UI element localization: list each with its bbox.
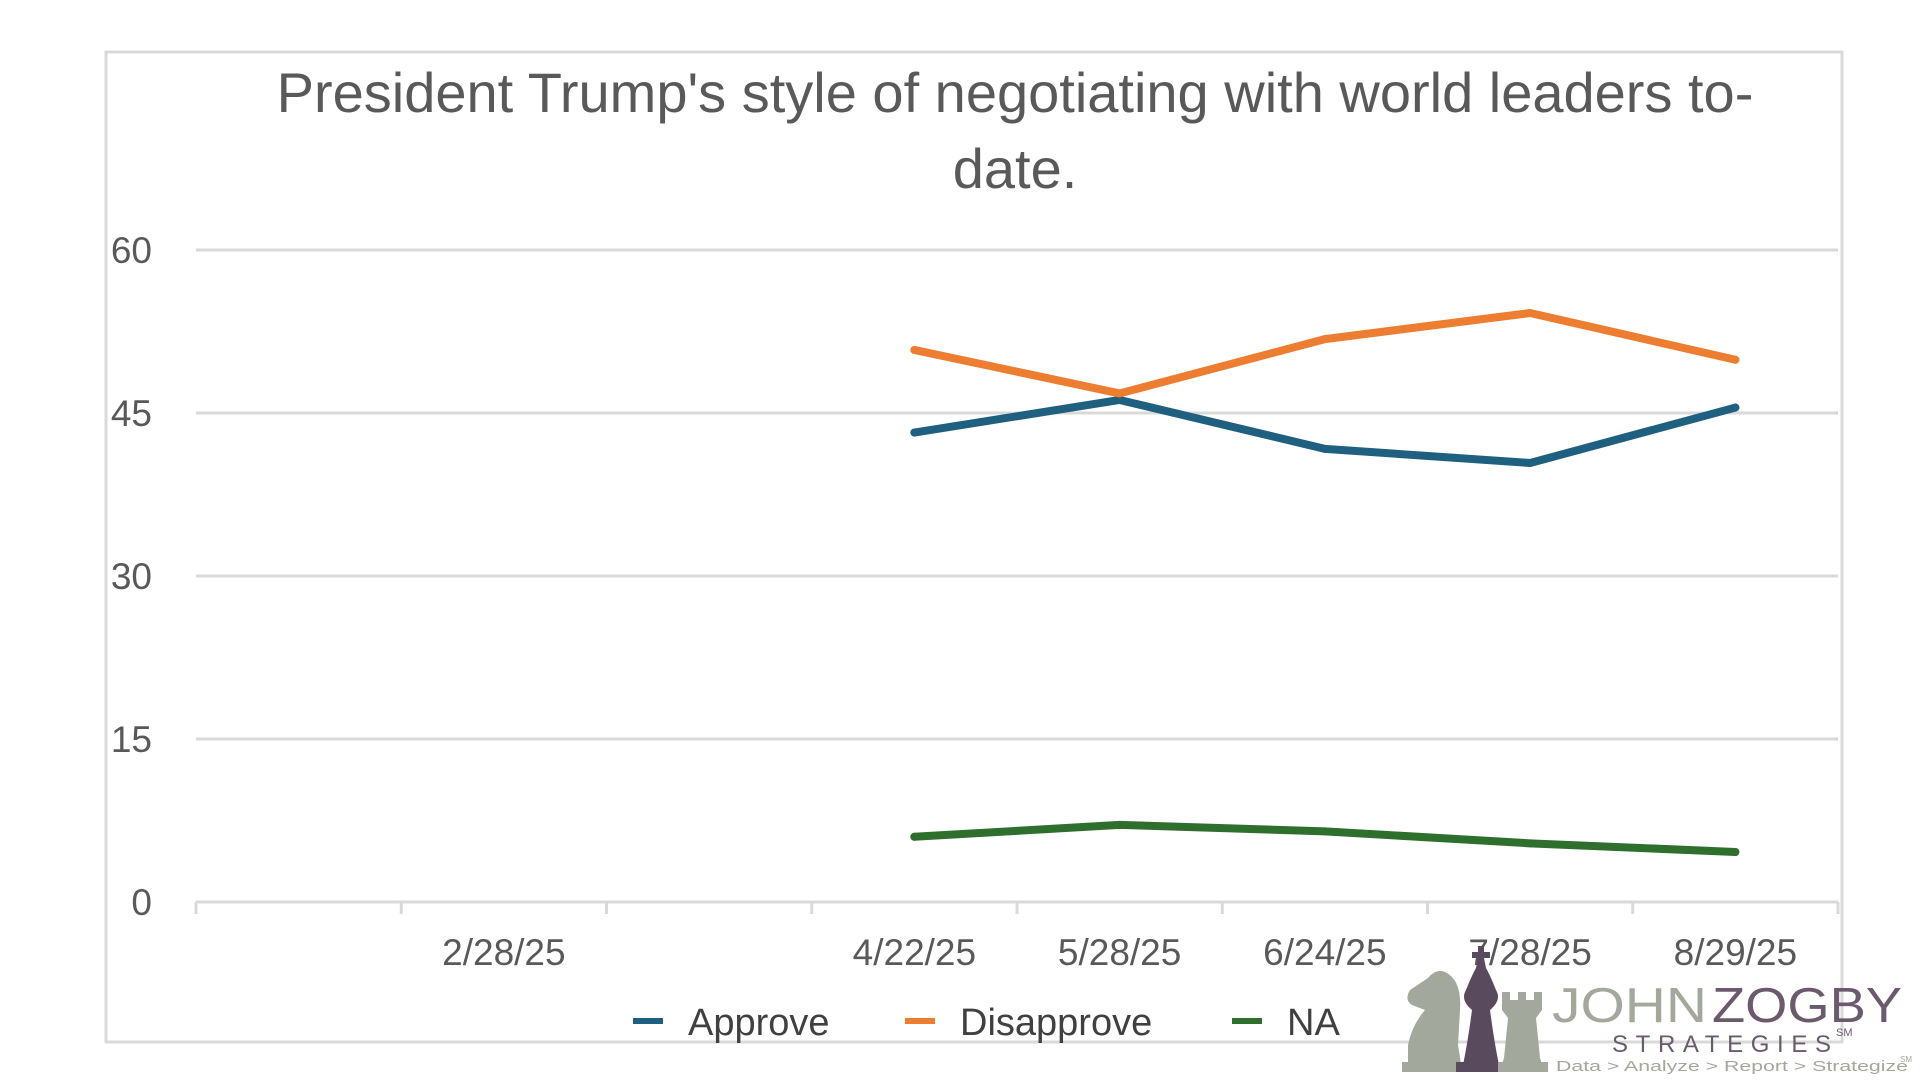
data-point-approve [1526,458,1535,467]
data-point-disapprove [910,345,919,354]
data-point-na [1115,820,1124,829]
john-zogby-strategies-logo: JOHN ZOGBY SM STRATEGIES Data > Analyze … [1402,946,1912,1075]
data-point-approve [1320,444,1329,453]
logo-subtitle: STRATEGIES [1612,1031,1837,1058]
y-tick-label: 0 [131,882,152,923]
data-point-approve [1115,395,1124,404]
data-point-approve [1731,403,1740,412]
data-point-disapprove [1526,309,1535,318]
x-axis: 2/28/25 4/22/25 5/28/25 6/24/25 7/28/25 8/29/… [194,900,1840,973]
y-tick-label: 15 [111,719,152,760]
data-point-na [910,832,919,841]
data-point-na [1320,827,1329,836]
logo-sm-mark: SM [1836,1027,1853,1039]
chart-title-line-1: President Trump's style of negotiating w… [277,61,1754,124]
chart-title-line-2: date. [953,137,1078,200]
legend: Approve Disapprove NA [633,1002,1340,1044]
data-point-disapprove [1320,335,1329,344]
data-point-approve [910,428,919,437]
y-tick-label: 30 [111,556,152,597]
y-tick-label: 45 [111,393,152,434]
chess-pieces-icon [1402,946,1548,1072]
data-point-na [1526,839,1535,848]
x-tick-label: 5/28/25 [1058,932,1181,973]
data-point-na [1731,848,1740,857]
legend-label-approve: Approve [688,1002,830,1044]
legend-label-disapprove: Disapprove [960,1002,1152,1044]
gridlines [196,248,1838,741]
logo-tagline: Data > Analyze > Report > Strategize [1556,1058,1908,1075]
data-point-disapprove [1731,355,1740,364]
x-tick-label: 2/28/25 [442,932,565,973]
logo-name-right: ZOGBY [1712,979,1902,1033]
y-tick-label: 60 [111,230,152,271]
logo-tagline-sm-mark: SM [1900,1055,1912,1064]
logo-name-left: JOHN [1552,979,1707,1033]
x-tick-label: 6/24/25 [1263,932,1386,973]
x-tick-label: 8/29/25 [1674,932,1797,973]
legend-label-na: NA [1287,1002,1340,1044]
data-point-disapprove [1115,389,1124,398]
chart-border [104,50,1844,1044]
plot-area [910,309,1740,857]
y-axis: 60 45 30 15 0 [111,230,152,923]
x-tick-label: 4/22/25 [853,932,976,973]
